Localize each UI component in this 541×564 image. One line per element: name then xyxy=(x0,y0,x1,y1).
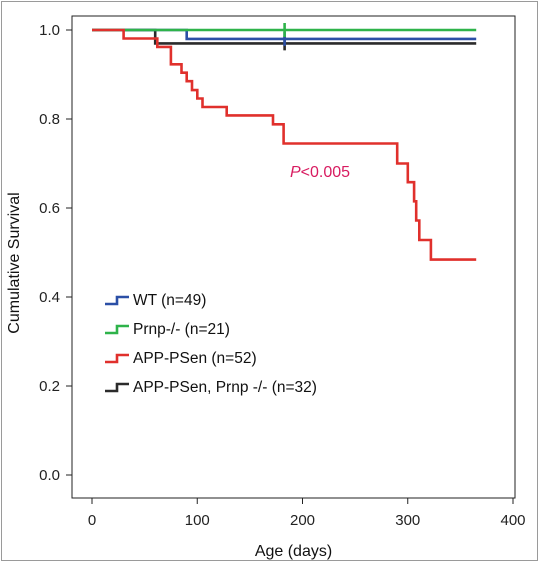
p-value-annotation: P<0.005 xyxy=(290,164,350,181)
legend-entry-label: WT (n=49) xyxy=(133,292,206,309)
y-axis-title: Cumulative Survival xyxy=(6,192,23,333)
legend: WT (n=49) Prnp-/- (n=21) APP-PSen (n=52) AP… xyxy=(105,292,317,396)
legend-swatch xyxy=(105,295,129,306)
y-tick-label: 0.6 xyxy=(39,200,60,217)
axes: 0 100 200 300 400 0.0 0.2 0.4 0.6 0.8 1.0 xyxy=(39,15,526,529)
x-tick-label: 300 xyxy=(395,512,420,529)
p-value-symbol: P xyxy=(290,164,301,181)
x-axis-title: Age (days) xyxy=(255,543,332,560)
y-tick-label: 0.2 xyxy=(39,378,60,395)
p-value-threshold: <0.005 xyxy=(301,164,350,181)
series-line xyxy=(92,28,477,261)
x-tick-label: 100 xyxy=(185,512,210,529)
y-tick-label: 1.0 xyxy=(39,22,60,39)
y-tick-label: 0.8 xyxy=(39,111,60,128)
x-tick-label: 0 xyxy=(88,512,96,529)
legend-swatch xyxy=(105,353,129,364)
series-lines xyxy=(92,23,477,261)
legend-swatch xyxy=(105,382,129,393)
legend-entry-label: APP-PSen (n=52) xyxy=(133,350,257,367)
legend-entry-label: Prnp-/- (n=21) xyxy=(133,321,230,338)
x-tick-label: 200 xyxy=(290,512,315,529)
y-tick-label: 0.4 xyxy=(39,289,60,306)
legend-swatch xyxy=(105,324,129,335)
legend-entry-label: APP-PSen, Prnp -/- (n=32) xyxy=(133,379,317,396)
x-tick-label: 400 xyxy=(500,512,525,529)
plot-area-border xyxy=(71,15,516,499)
y-tick-label: 0.0 xyxy=(39,467,60,484)
